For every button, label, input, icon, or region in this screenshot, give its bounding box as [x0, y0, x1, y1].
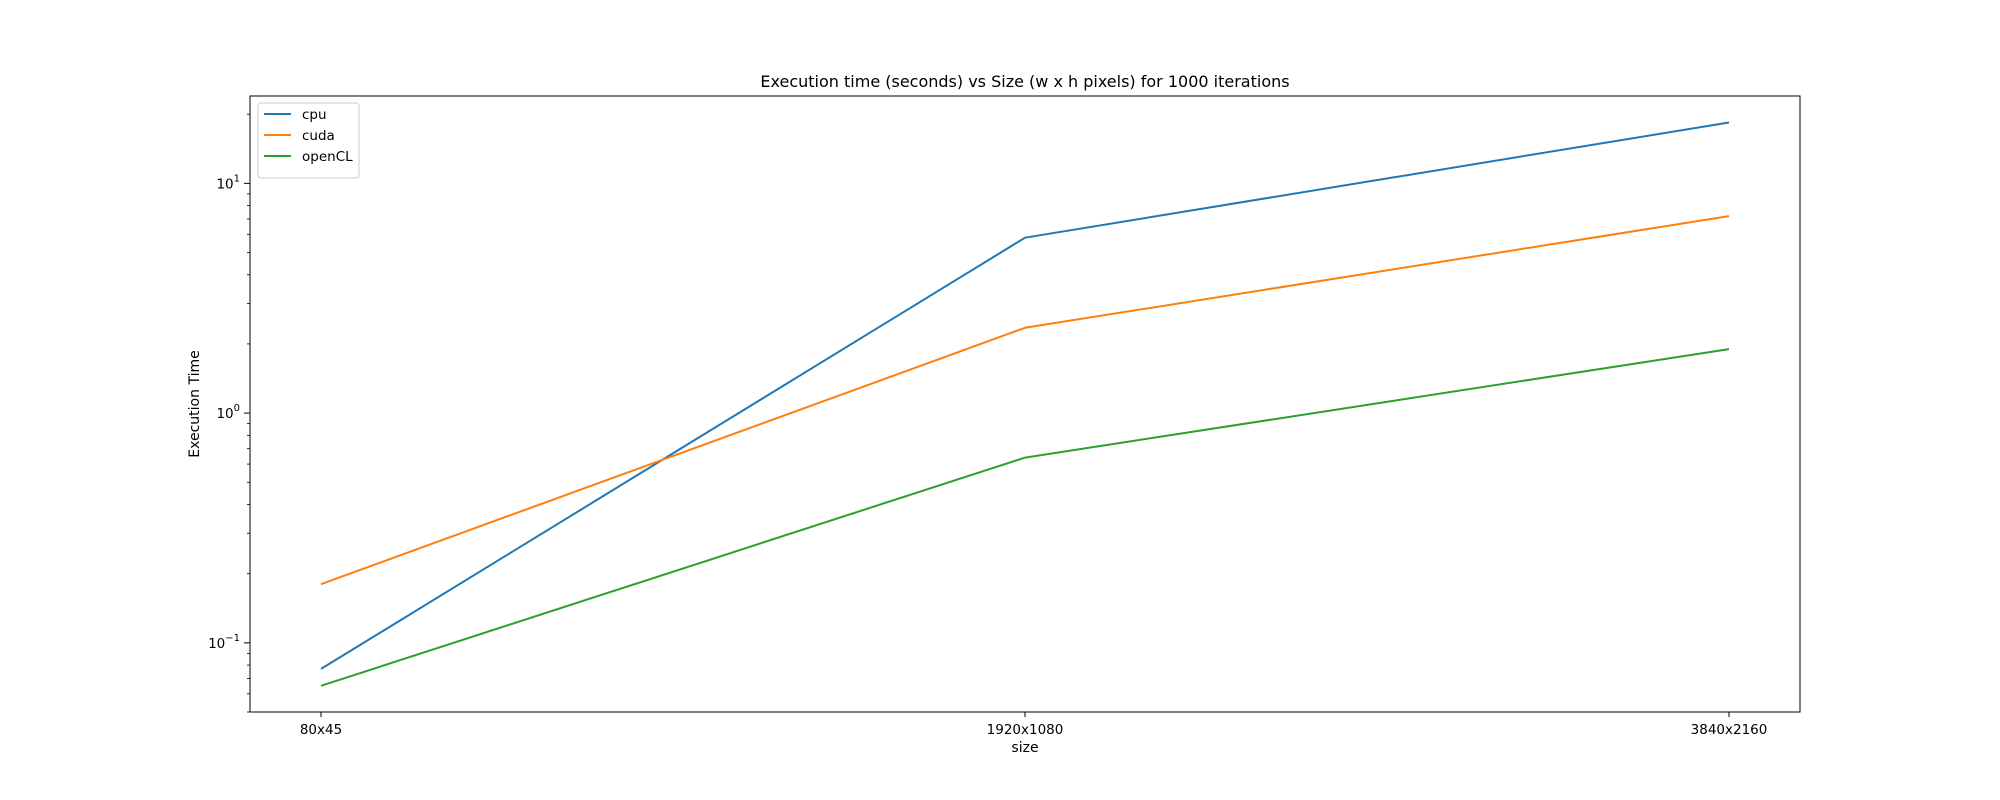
legend: cpu cuda openCL	[257, 102, 360, 179]
series-line-cuda	[320, 215, 1730, 586]
legend-label-cpu: cpu	[302, 107, 327, 123]
series-line-cpu	[320, 121, 1730, 670]
x-axis-label: size	[1011, 740, 1038, 756]
plot-lines	[320, 121, 1730, 687]
legend-box	[257, 102, 360, 179]
chart-title: Execution time (seconds) vs Size (w x h …	[760, 72, 1289, 91]
plot-area-frame	[249, 95, 1801, 713]
x-axis-ticks: 80x45 1920x1080 3840x2160	[300, 712, 1768, 738]
x-tick-label: 80x45	[300, 722, 342, 738]
series-line-openCL	[320, 348, 1730, 687]
x-tick-label: 1920x1080	[987, 722, 1064, 738]
y-tick-label: 10−1	[208, 633, 240, 652]
legend-label-openCL: openCL	[302, 149, 353, 165]
x-tick-label: 3840x2160	[1691, 722, 1768, 738]
y-tick-label: 101	[216, 173, 240, 192]
legend-label-cuda: cuda	[302, 128, 335, 144]
y-axis-label: Execution Time	[187, 350, 203, 457]
y-tick-label: 100	[216, 403, 240, 422]
y-axis-ticks: 10−1 100 101	[208, 113, 250, 713]
